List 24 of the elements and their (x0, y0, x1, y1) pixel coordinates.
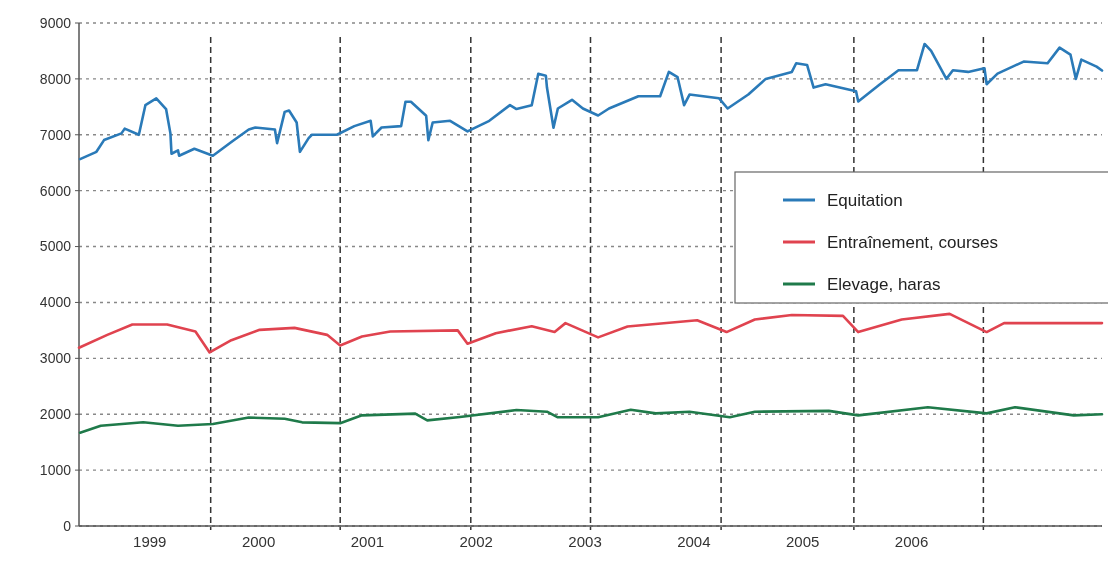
y-tick-label: 6000 (39, 182, 72, 199)
y-tick-label: 8000 (39, 70, 72, 87)
y-tick-label: 1000 (39, 462, 72, 479)
y-tick-label: 2000 (39, 406, 72, 423)
line-series (78, 405, 1104, 434)
x-tick-label: 2001 (350, 533, 385, 550)
line-series (78, 42, 1104, 161)
x-tick-label: 1999 (133, 533, 167, 550)
line-series (77, 312, 1104, 354)
legend-label: Equitation (827, 190, 903, 210)
x-tick-label: 2003 (568, 533, 602, 550)
x-tick-label: 2000 (241, 533, 276, 550)
x-tick-label: 2004 (677, 533, 711, 550)
legend-label: Elevage, haras (827, 274, 941, 294)
y-tick-label: 3000 (39, 350, 72, 367)
y-tick-label: 9000 (39, 14, 72, 31)
x-tick-label: 2002 (459, 533, 493, 550)
y-tick-label: 0 (63, 517, 72, 534)
y-tick-label: 7000 (39, 126, 72, 143)
y-tick-label: 4000 (39, 294, 72, 311)
x-tick-label: 2006 (894, 533, 929, 550)
legend-label: Entraînement, courses (827, 232, 999, 252)
y-tick-label: 5000 (39, 238, 72, 255)
x-tick-label: 2005 (786, 533, 820, 550)
